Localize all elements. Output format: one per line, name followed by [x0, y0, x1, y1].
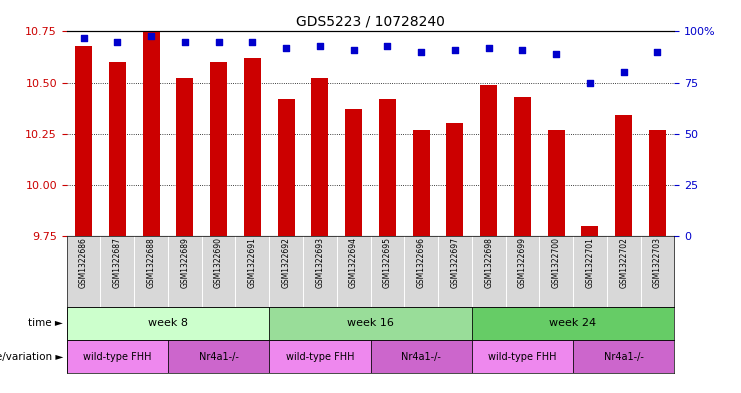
Bar [615, 115, 632, 236]
Point [111, 39, 123, 45]
Bar [67, 340, 168, 373]
Text: GSM1322686: GSM1322686 [79, 237, 88, 288]
Bar [142, 31, 159, 236]
Bar [480, 84, 497, 236]
Text: GSM1322690: GSM1322690 [214, 237, 223, 288]
Bar [379, 99, 396, 236]
Text: GSM1322698: GSM1322698 [484, 237, 494, 288]
Bar [472, 340, 573, 373]
Text: Nr4a1-/-: Nr4a1-/- [199, 352, 239, 362]
Point [618, 69, 630, 75]
Text: GSM1322703: GSM1322703 [653, 237, 662, 288]
Point [651, 49, 663, 55]
Text: week 16: week 16 [347, 318, 394, 328]
Text: GSM1322702: GSM1322702 [619, 237, 628, 288]
Bar [447, 123, 463, 236]
Point [449, 47, 461, 53]
Text: GSM1322689: GSM1322689 [180, 237, 190, 288]
Bar [244, 58, 261, 236]
Text: GSM1322688: GSM1322688 [147, 237, 156, 288]
Bar [269, 307, 472, 340]
Text: GSM1322696: GSM1322696 [416, 237, 425, 288]
Point [145, 32, 157, 39]
Point [482, 45, 494, 51]
Point [247, 39, 259, 45]
Text: GSM1322700: GSM1322700 [551, 237, 561, 288]
Point [314, 42, 326, 49]
Text: time ►: time ► [28, 318, 63, 328]
Point [516, 47, 528, 53]
Bar [109, 62, 126, 236]
Title: GDS5223 / 10728240: GDS5223 / 10728240 [296, 15, 445, 29]
Point [213, 39, 225, 45]
Bar [472, 307, 674, 340]
Text: week 24: week 24 [550, 318, 597, 328]
Point [179, 39, 190, 45]
Bar [573, 340, 674, 373]
Bar [269, 340, 370, 373]
Point [584, 79, 596, 86]
Text: genotype/variation ►: genotype/variation ► [0, 352, 63, 362]
Bar [168, 340, 269, 373]
Bar [176, 79, 193, 236]
Bar [311, 79, 328, 236]
Text: GSM1322691: GSM1322691 [247, 237, 257, 288]
Bar [278, 99, 295, 236]
Text: wild-type FHH: wild-type FHH [83, 352, 152, 362]
Text: GSM1322697: GSM1322697 [451, 237, 459, 288]
Text: wild-type FHH: wild-type FHH [285, 352, 354, 362]
Text: GSM1322701: GSM1322701 [585, 237, 594, 288]
Text: GSM1322693: GSM1322693 [316, 237, 325, 288]
Bar [345, 109, 362, 236]
Bar [75, 46, 92, 236]
Text: GSM1322692: GSM1322692 [282, 237, 290, 288]
Bar [413, 130, 430, 236]
Bar [548, 130, 565, 236]
Text: Nr4a1-/-: Nr4a1-/- [604, 352, 644, 362]
Point [382, 42, 393, 49]
Text: wild-type FHH: wild-type FHH [488, 352, 556, 362]
Bar [67, 307, 269, 340]
Text: GSM1322694: GSM1322694 [349, 237, 358, 288]
Point [280, 45, 292, 51]
Bar [514, 97, 531, 236]
Bar [649, 130, 666, 236]
Text: Nr4a1-/-: Nr4a1-/- [401, 352, 441, 362]
Text: GSM1322699: GSM1322699 [518, 237, 527, 288]
Text: GSM1322687: GSM1322687 [113, 237, 122, 288]
Point [348, 47, 359, 53]
Bar [210, 62, 227, 236]
Point [78, 35, 90, 41]
Bar [370, 340, 472, 373]
Point [551, 51, 562, 57]
Text: week 8: week 8 [148, 318, 188, 328]
Point [415, 49, 427, 55]
Text: GSM1322695: GSM1322695 [383, 237, 392, 288]
Bar [582, 226, 599, 236]
